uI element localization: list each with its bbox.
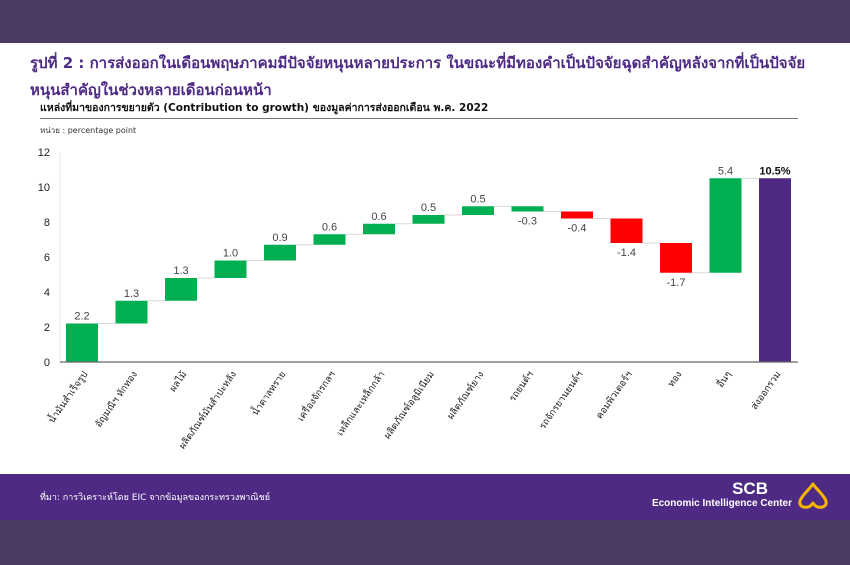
y-tick-label: 8 [44, 217, 50, 229]
bar-15 [759, 178, 791, 362]
bar-1 [66, 323, 98, 362]
category-label: คอมพิวเตอร์ฯ [593, 369, 635, 421]
y-tick-label: 4 [44, 287, 50, 299]
figure-title: รูปที่ 2 : การส่งออกในเดือนพฤษภาคมมีปัจจ… [30, 54, 806, 99]
source-note: ที่มา: การวิเคราะห์โดย EIC จากข้อมูลของก… [40, 493, 271, 503]
bar-9 [462, 206, 494, 215]
bar-14 [709, 178, 742, 273]
data-label: -0.4 [568, 223, 587, 235]
data-label: 1.3 [124, 288, 139, 300]
unit-label: หน่วย : percentage point [40, 126, 137, 135]
data-label: 0.6 [371, 211, 386, 223]
bar-10 [511, 206, 544, 212]
category-label: เครื่องจักรกลฯ [294, 368, 338, 423]
category-label: ผลิตภัณฑ์อลูมิเนียม [381, 369, 437, 441]
bottom-band [0, 520, 850, 565]
category-label: อัญมณีฯ หักทอง [92, 369, 140, 430]
data-label: -1.7 [667, 277, 686, 289]
data-label: 0.5 [421, 202, 436, 214]
category-label: ผลไม้ [167, 369, 190, 394]
waterfall-chart: 0 2 4 6 8 10 12 2.2 น้ำมันสำเร็จรูป 1.3 อัญมณีฯ หั… [38, 147, 798, 451]
scb-logo-icon [798, 482, 828, 509]
bar-12 [610, 218, 643, 243]
bar-4 [214, 260, 247, 278]
y-tick-label: 10 [38, 182, 50, 194]
bar-5 [264, 244, 296, 261]
y-tick-label: 2 [44, 322, 50, 334]
data-label: 2.2 [74, 311, 89, 323]
top-band [0, 0, 850, 43]
bar-2 [115, 300, 148, 324]
data-label: 1.0 [223, 248, 238, 260]
category-label: เหล็กและเหล็กกล้า [333, 368, 387, 438]
y-tick-label: 12 [38, 147, 50, 159]
category-label: ส่งออกรวม [749, 369, 783, 412]
chart-title: แหล่งที่มาของการขยายตัว (Contribution to… [40, 102, 489, 114]
category-label: น้ำมันสำเร็จรูป [45, 368, 91, 425]
data-label: 5.4 [718, 165, 733, 177]
category-label: ผลิตภัณฑ์ยาง [444, 369, 486, 422]
y-tick-label: 6 [44, 252, 50, 264]
brand-subtitle: Economic Intelligence Center [651, 498, 792, 509]
category-label: รถยนต์ฯ [506, 369, 536, 404]
bar-11 [561, 211, 593, 219]
bar-6 [313, 234, 346, 245]
category-label: ผลิตภัณฑ์มันสำปะหลัง [176, 369, 239, 451]
brand-name: SCB [732, 479, 768, 498]
category-label: น้ำตาลทราย [248, 368, 288, 418]
bar-7 [363, 223, 395, 235]
data-label: -0.3 [518, 216, 537, 228]
bar-8 [412, 215, 445, 224]
footer-bar [0, 474, 850, 520]
category-label: ทอง [666, 369, 685, 389]
data-label: 1.3 [173, 265, 188, 277]
bar-3 [165, 278, 197, 301]
data-label: 0.5 [470, 193, 485, 205]
data-label: 0.9 [272, 232, 287, 244]
category-label: อื่นๆ [713, 368, 734, 390]
data-label: 0.6 [322, 221, 337, 233]
y-tick-label: 0 [44, 357, 50, 369]
data-label: 10.5% [759, 165, 790, 177]
bar-13 [660, 243, 692, 273]
category-label: รถจักรยานยนต์ฯ [536, 369, 585, 432]
title-divider [40, 118, 798, 119]
data-label: -1.4 [617, 247, 636, 259]
